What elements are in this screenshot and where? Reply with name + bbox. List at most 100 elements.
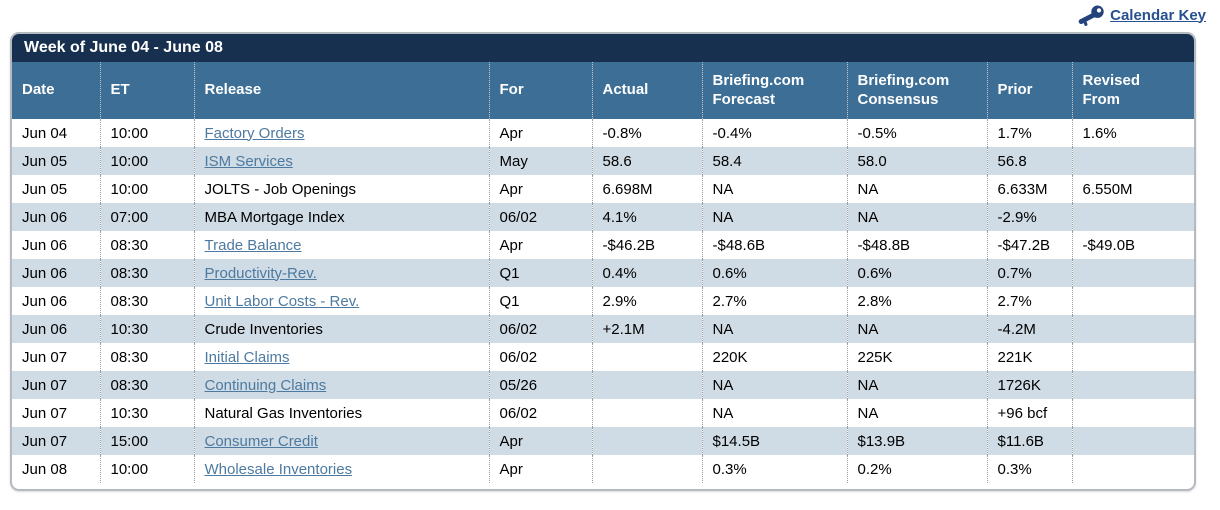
cell-et: 10:30 [99,315,194,343]
cell-for: Q1 [488,287,592,315]
cell-release: Productivity-Rev. [193,259,489,287]
release-link[interactable]: Initial Claims [204,348,290,366]
topbar: Calendar Key [10,0,1206,32]
cell-prior: 6.633M [986,175,1072,203]
cell-consensus: NA [846,175,987,203]
cell-forecast: NA [701,315,847,343]
cell-release: JOLTS - Job Openings [193,175,489,203]
cell-et: 10:00 [99,175,194,203]
cell-date: Jun 06 [22,292,68,310]
cell-for: 06/02 [488,315,592,343]
cell-prior: 1726K [986,371,1072,399]
cell-forecast: NA [701,175,847,203]
cell-for: 06/02 [488,399,592,427]
cell-et: 10:30 [99,399,194,427]
table-row: Jun 06 07:00 MBA Mortgage Index 06/02 4.1% NA… [12,203,1194,231]
cell-for: Apr [488,427,592,455]
cell-actual [591,399,702,427]
release-link[interactable]: Wholesale Inventories [204,460,353,478]
cell-for: Apr [488,231,592,259]
col-header-revised_from: Revised From [1071,62,1194,119]
cell-actual: 6.698M [591,175,702,203]
cell-revised_from [1071,399,1194,427]
cell-revised_from [1071,315,1194,343]
calendar-key-link[interactable]: Calendar Key [1075,4,1206,26]
cell-actual: 2.9% [591,287,702,315]
cell-forecast: -$48.6B [701,231,847,259]
cell-consensus: 58.0 [846,147,987,175]
cell-consensus: $13.9B [846,427,987,455]
cell-revised_from [1071,371,1194,399]
cell-release: MBA Mortgage Index [193,203,489,231]
cell-release: Trade Balance [193,231,489,259]
cell-consensus: 2.8% [846,287,987,315]
cell-date: Jun 08 [22,460,68,478]
table-row: Jun 06 10:30 Crude Inventories 06/02 +2.1M NA… [12,315,1194,343]
table-row: Jun 06 08:30 Trade Balance Apr -$46.2B -$48.6… [12,231,1194,259]
cell-forecast: NA [701,203,847,231]
cell-et: 07:00 [99,203,194,231]
cell-prior: 2.7% [986,287,1072,315]
cell-consensus: -0.5% [846,119,987,147]
cell-forecast: NA [701,371,847,399]
release-link[interactable]: ISM Services [204,152,293,170]
table-header: Date ET Release For Actual Briefing.com Forec… [12,62,1194,119]
col-header-actual: Actual [591,62,702,119]
cell-forecast: NA [701,399,847,427]
table-row: Jun 07 08:30 Continuing Claims 05/26 NA NA 172… [12,371,1194,399]
cell-revised_from [1071,343,1194,371]
release-link[interactable]: Factory Orders [204,124,305,142]
cell-actual: 0.4% [591,259,702,287]
cell-consensus: 0.2% [846,455,987,483]
release-link[interactable]: Trade Balance [204,236,302,254]
release-link[interactable]: Productivity-Rev. [204,264,317,282]
cell-date: Jun 06 [22,208,68,226]
cell-actual [591,427,702,455]
cell-et: 10:00 [99,455,194,483]
cell-consensus: 0.6% [846,259,987,287]
cell-consensus: NA [846,399,987,427]
cell-et: 08:30 [99,287,194,315]
cell-et: 10:00 [99,119,194,147]
cell-release: Initial Claims [193,343,489,371]
cell-actual: -$46.2B [591,231,702,259]
release-link[interactable]: Unit Labor Costs - Rev. [204,292,360,310]
cell-date: Jun 06 [22,320,68,338]
cell-release: Wholesale Inventories [193,455,489,483]
col-header-date: Date [12,62,100,119]
cell-release: Continuing Claims [193,371,489,399]
cell-actual [591,455,702,483]
key-icon [1075,4,1105,26]
table-row: Jun 04 10:00 Factory Orders Apr -0.8% -0.4% -0… [12,119,1194,147]
release-link[interactable]: Continuing Claims [204,376,327,394]
cell-revised_from: 1.6% [1071,119,1194,147]
cell-date: Jun 06 [22,236,68,254]
cell-actual [591,343,702,371]
cell-for: May [488,147,592,175]
calendar-key-label: Calendar Key [1110,6,1206,24]
cell-release: ISM Services [193,147,489,175]
cell-release: Crude Inventories [193,315,489,343]
cell-et: 08:30 [99,343,194,371]
cell-for: Apr [488,119,592,147]
cell-et: 08:30 [99,259,194,287]
cell-revised_from: -$49.0B [1071,231,1194,259]
cell-for: Apr [488,175,592,203]
cell-revised_from [1071,203,1194,231]
cell-release: Natural Gas Inventories [193,399,489,427]
cell-consensus: 225K [846,343,987,371]
cell-actual: 4.1% [591,203,702,231]
table-row: Jun 07 15:00 Consumer Credit Apr $14.5B $13.9… [12,427,1194,455]
cell-date: Jun 07 [22,348,68,366]
cell-et: 08:30 [99,231,194,259]
cell-date: Jun 04 [22,124,68,142]
cell-actual: +2.1M [591,315,702,343]
cell-forecast: 58.4 [701,147,847,175]
table-row: Jun 06 08:30 Productivity-Rev. Q1 0.4% 0.6% 0.… [12,259,1194,287]
week-title: Week of June 04 - June 08 [12,34,1194,62]
cell-revised_from [1071,259,1194,287]
release-link[interactable]: Consumer Credit [204,432,318,450]
col-header-prior: Prior [986,62,1072,119]
cell-forecast: $14.5B [701,427,847,455]
cell-date: Jun 05 [22,152,68,170]
